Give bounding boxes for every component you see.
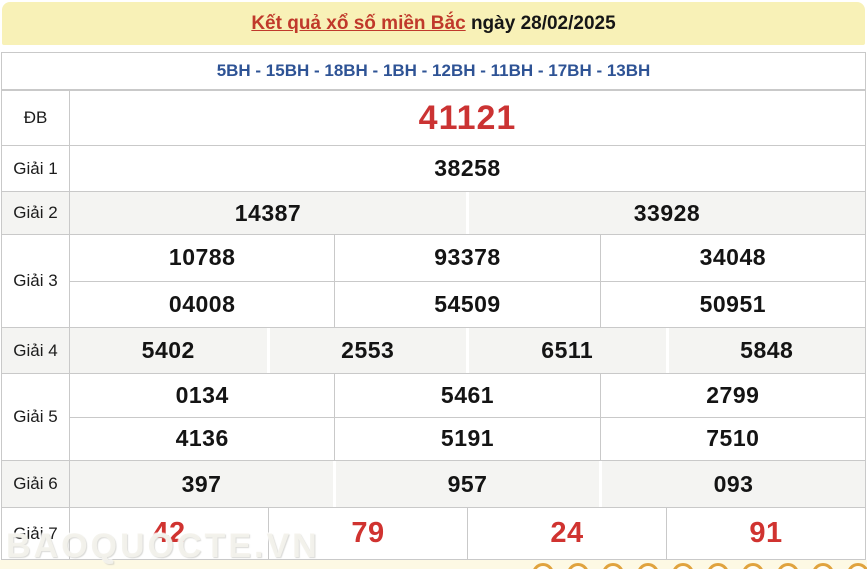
results-table: 5BH - 15BH - 18BH - 1BH - 12BH - 11BH - … [1,52,866,560]
prize-number: 397 [181,470,222,497]
prize-row-2: Giải 2 14387 33928 [2,191,865,234]
prize-row-1: Giải 1 38258 [2,145,865,191]
lottery-ball-icon [532,563,554,569]
prize-number: 38258 [434,155,501,181]
prize-number: 093 [599,461,865,507]
prize-number: 14387 [234,199,302,226]
results-date: ngày 28/02/2025 [465,12,616,34]
prize-row-5: Giải 5 0134 5461 2799 4136 5191 7510 [2,373,865,460]
prize-row-special: ĐB 41121 [2,90,865,145]
prize-number: 10788 [168,244,236,271]
station-codes-line: 5BH - 15BH - 18BH - 1BH - 12BH - 11BH - … [2,53,865,90]
prize-number: 5191 [334,417,599,460]
lottery-ball-icon [812,563,834,569]
prize-number: 50951 [599,281,865,327]
prize-label-6: Giải 6 [2,461,70,507]
lottery-ball-icon [847,563,867,569]
lottery-ball-icon [672,563,694,569]
prize-number: 6511 [466,328,666,373]
prize-number: 957 [333,461,599,507]
prize-number: 2799 [599,374,865,417]
prize-label-3: Giải 3 [2,235,70,327]
page-header: Kết quả xổ số miền Bắc ngày 28/02/2025 [2,2,865,45]
prize-row-3: Giải 3 10788 93378 34048 04008 54509 509… [2,234,865,327]
footer-strip [0,560,867,569]
lottery-ball-icon [637,563,659,569]
prize-number: 42 [152,517,186,549]
prize-number: 79 [268,508,467,559]
prize-number: 5461 [334,374,599,417]
prize-row-7: Giải 7 42 79 24 91 [2,507,865,559]
lottery-ball-icon [777,563,799,569]
lottery-ball-icon [742,563,764,569]
prize-number: 93378 [334,235,599,281]
special-prize-number: 41121 [418,98,517,137]
prize-row-6: Giải 6 397 957 093 [2,460,865,507]
prize-label-1: Giải 1 [2,146,70,191]
prize-number: 33928 [466,192,865,234]
lottery-ball-icon [567,563,589,569]
lottery-ball-icon [602,563,624,569]
prize-number: 7510 [599,417,865,460]
lottery-ball-icon [707,563,729,569]
prize-number: 5402 [141,337,195,363]
prize-label-5: Giải 5 [2,374,70,460]
prize-number: 0134 [175,381,229,408]
prize-number: 04008 [168,290,236,317]
prize-label-special: ĐB [2,91,70,145]
results-title-link[interactable]: Kết quả xổ số miền Bắc [251,12,466,34]
prize-row-4: Giải 4 5402 2553 6511 5848 [2,327,865,373]
prize-label-4: Giải 4 [2,328,70,373]
prize-label-2: Giải 2 [2,192,70,234]
prize-number: 5848 [665,328,866,373]
prize-number: 54509 [334,281,599,327]
prize-number: 4136 [175,425,229,452]
prize-number: 24 [467,508,666,559]
prize-label-7: Giải 7 [2,508,70,559]
prize-number: 2553 [266,328,467,373]
prize-number: 91 [666,508,865,559]
prize-number: 34048 [599,235,865,281]
